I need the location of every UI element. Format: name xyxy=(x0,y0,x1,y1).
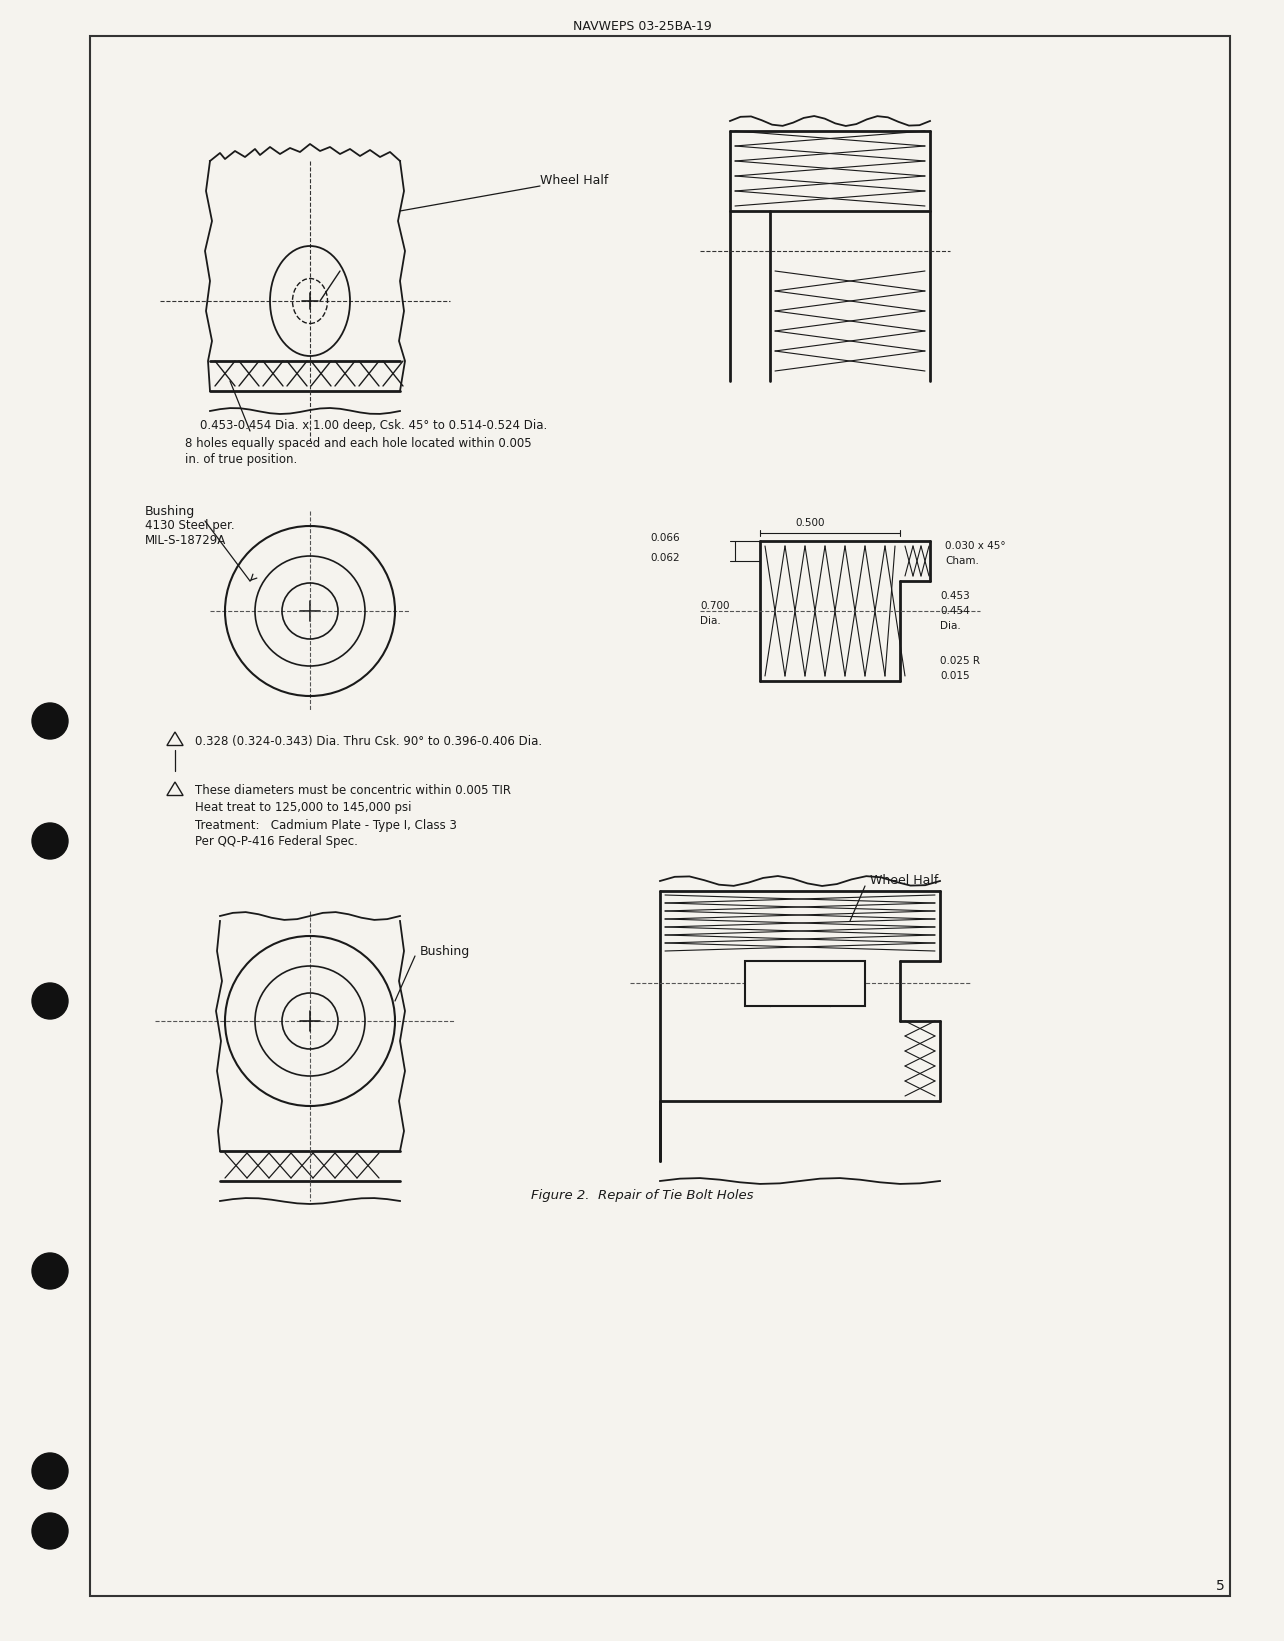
Text: 0.066: 0.066 xyxy=(650,533,679,543)
Text: 0.454: 0.454 xyxy=(940,606,969,615)
Text: Heat treat to 125,000 to 145,000 psi: Heat treat to 125,000 to 145,000 psi xyxy=(195,801,411,814)
Text: 0.453: 0.453 xyxy=(940,591,969,601)
Text: Cham.: Cham. xyxy=(945,556,978,566)
Bar xyxy=(745,962,865,1006)
Text: Dia.: Dia. xyxy=(700,615,720,625)
Circle shape xyxy=(32,702,68,738)
Text: Wheel Half: Wheel Half xyxy=(541,174,609,187)
Text: MIL-S-18729A: MIL-S-18729A xyxy=(145,535,226,548)
Text: Wheel Half: Wheel Half xyxy=(871,875,939,888)
Text: Figure 2.  Repair of Tie Bolt Holes: Figure 2. Repair of Tie Bolt Holes xyxy=(530,1190,754,1203)
Circle shape xyxy=(32,824,68,858)
Text: 0.328 (0.324-0.343) Dia. Thru Csk. 90° to 0.396-0.406 Dia.: 0.328 (0.324-0.343) Dia. Thru Csk. 90° t… xyxy=(195,735,542,748)
Text: 8 holes equally spaced and each hole located within 0.005: 8 holes equally spaced and each hole loc… xyxy=(185,437,532,450)
Circle shape xyxy=(32,983,68,1019)
Text: 4130 Steel per.: 4130 Steel per. xyxy=(145,520,235,532)
Text: Dia.: Dia. xyxy=(940,620,960,632)
Circle shape xyxy=(32,1254,68,1288)
Circle shape xyxy=(32,1452,68,1488)
Text: Treatment:   Cadmium Plate - Type I, Class 3: Treatment: Cadmium Plate - Type I, Class… xyxy=(195,819,457,832)
Text: 0.062: 0.062 xyxy=(650,553,679,563)
Bar xyxy=(90,36,1230,1597)
Text: 0.700: 0.700 xyxy=(700,601,729,610)
Text: Bushing: Bushing xyxy=(420,945,470,957)
Text: 5: 5 xyxy=(1216,1579,1225,1593)
Text: Per QQ-P-416 Federal Spec.: Per QQ-P-416 Federal Spec. xyxy=(195,835,358,848)
Circle shape xyxy=(32,1513,68,1549)
Text: These diameters must be concentric within 0.005 TIR: These diameters must be concentric withi… xyxy=(195,784,511,798)
Text: 0.025 R: 0.025 R xyxy=(940,656,980,666)
Text: Bushing: Bushing xyxy=(145,504,195,517)
Text: 0.500: 0.500 xyxy=(795,519,824,528)
Text: 0.453-0.454 Dia. x 1.00 deep, Csk. 45° to 0.514-0.524 Dia.: 0.453-0.454 Dia. x 1.00 deep, Csk. 45° t… xyxy=(200,420,547,433)
Text: 0.030 x 45°: 0.030 x 45° xyxy=(945,542,1005,551)
Text: in. of true position.: in. of true position. xyxy=(185,453,298,466)
Text: NAVWEPS 03-25BA-19: NAVWEPS 03-25BA-19 xyxy=(573,20,711,33)
Text: 0.015: 0.015 xyxy=(940,671,969,681)
